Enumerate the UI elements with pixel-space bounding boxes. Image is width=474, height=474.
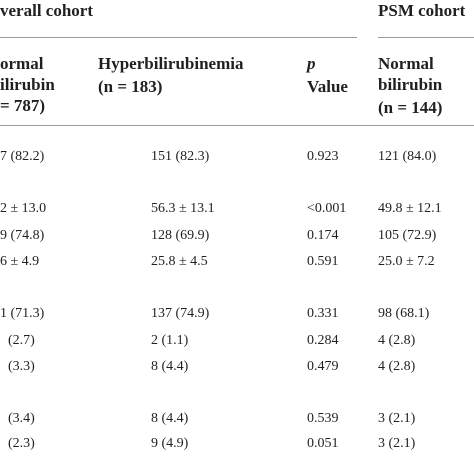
column-header: Normal <box>378 54 434 73</box>
table-cell: 105 (72.9) <box>378 228 437 243</box>
table-cell: 2 ± 13.0 <box>0 201 47 216</box>
table-cell: 0.174 <box>307 228 339 243</box>
table-cell: 7 (82.2) <box>0 149 45 164</box>
group-title: PSM cohort <box>378 1 466 20</box>
column-header: bilirubin <box>378 75 443 94</box>
header-rule <box>0 125 474 126</box>
table-cell: 0.591 <box>307 254 339 269</box>
table-cell: 1 (71.3) <box>0 306 45 321</box>
table-cell: 3 (2.1) <box>378 411 416 426</box>
table-cell: 0.051 <box>307 436 339 451</box>
table-cell: 56.3 ± 13.1 <box>151 201 215 216</box>
table-cell: 0.479 <box>307 359 339 374</box>
column-header: Hyperbilirubinemia <box>98 54 244 73</box>
column-header: Value <box>307 77 348 96</box>
column-header: (n = 144) <box>378 98 443 117</box>
table-cell: 151 (82.3) <box>151 149 210 164</box>
column-header: p <box>307 54 316 73</box>
group-title: verall cohort <box>0 1 93 20</box>
group-rule <box>0 37 357 38</box>
table-cell: 8 (4.4) <box>151 359 189 374</box>
table-cell: 2 (1.1) <box>151 333 189 348</box>
table-cell: 3 (2.1) <box>378 436 416 451</box>
table-cell: 6 ± 4.9 <box>0 254 40 269</box>
table-cell: 0.331 <box>307 306 339 321</box>
table-cell: 98 (68.1) <box>378 306 430 321</box>
table-cell: <0.001 <box>307 201 347 216</box>
table-cell: 25.8 ± 4.5 <box>151 254 208 269</box>
table-cell: 9 (74.8) <box>0 228 45 243</box>
table-cell: (2.7) <box>8 333 35 348</box>
group-rule <box>378 37 474 38</box>
table-cell: 8 (4.4) <box>151 411 189 426</box>
table-cell: (2.3) <box>8 436 35 451</box>
table-cell: 0.923 <box>307 149 339 164</box>
table-cell: 4 (2.8) <box>378 333 416 348</box>
table-cell: 137 (74.9) <box>151 306 210 321</box>
table-cell: 121 (84.0) <box>378 149 437 164</box>
table-cell: 9 (4.9) <box>151 436 189 451</box>
table-cell: 25.0 ± 7.2 <box>378 254 435 269</box>
table-cell: 4 (2.8) <box>378 359 416 374</box>
table-cell: (3.3) <box>8 359 35 374</box>
column-header: (n = 183) <box>98 77 163 96</box>
table-cell: 0.284 <box>307 333 339 348</box>
table-cell: (3.4) <box>8 411 35 426</box>
table-cell: 128 (69.9) <box>151 228 210 243</box>
table-cell: 49.8 ± 12.1 <box>378 201 442 216</box>
table-cell: 0.539 <box>307 411 339 426</box>
column-header: ilirubin <box>0 75 55 94</box>
column-header: ormal <box>0 54 44 73</box>
column-header: = 787) <box>0 96 46 115</box>
